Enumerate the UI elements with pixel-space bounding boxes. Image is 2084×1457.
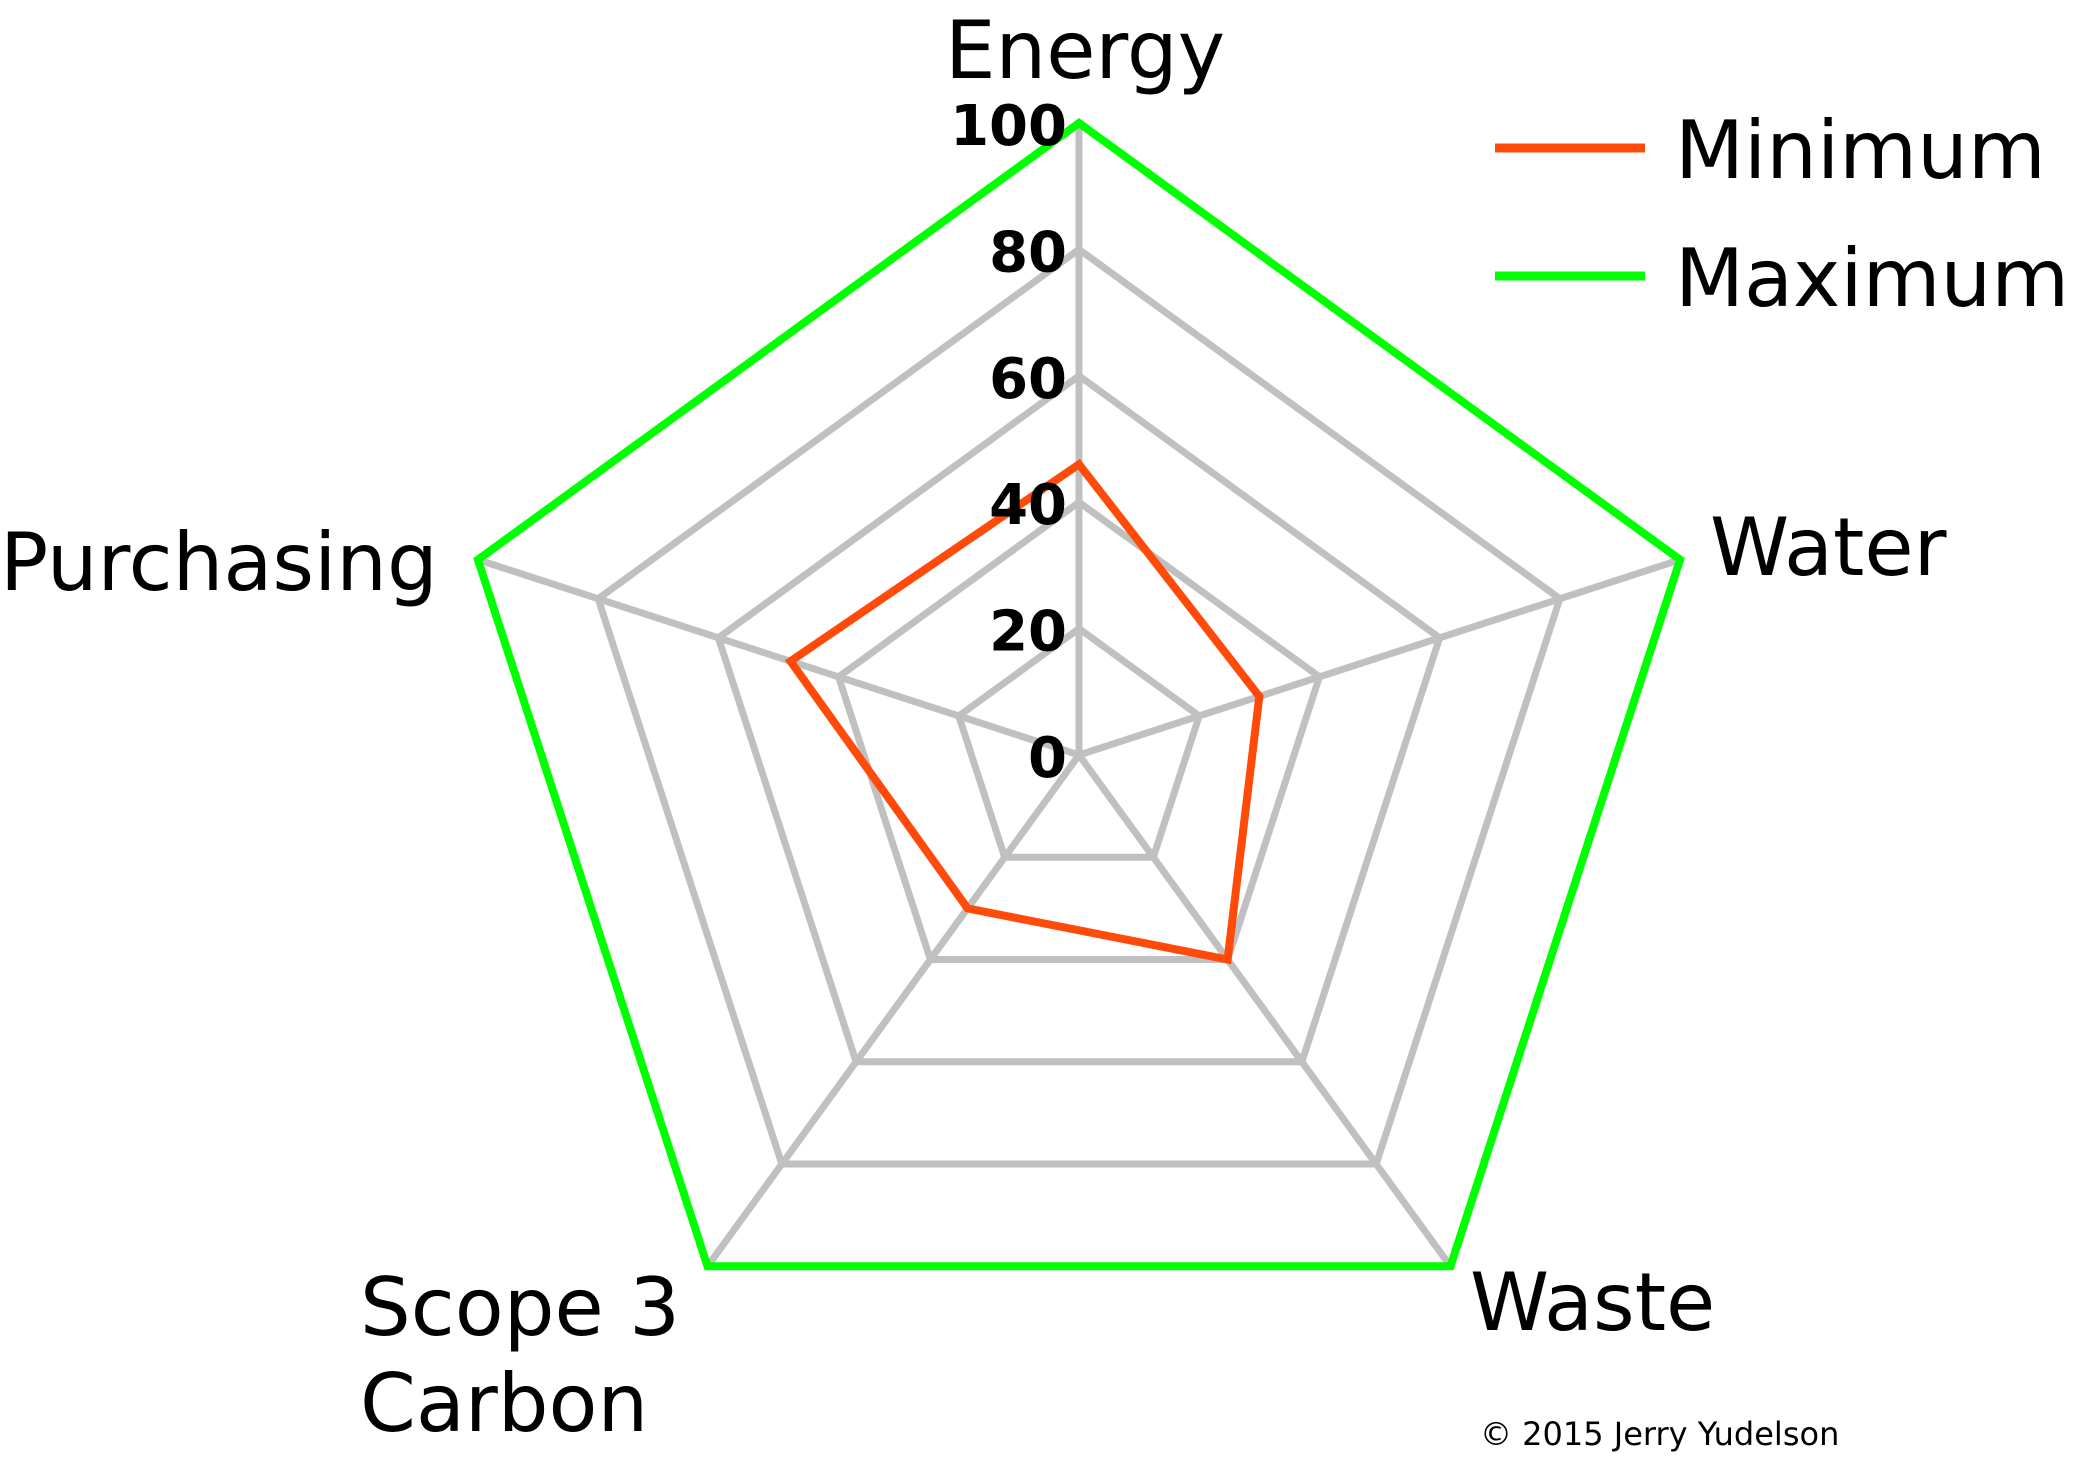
legend: Minimum Maximum [1495, 104, 2069, 325]
tick-label-80: 80 [989, 220, 1067, 285]
spoke-3 [704, 752, 1082, 1269]
grid-ring-40 [834, 497, 1324, 964]
tick-label-100: 100 [950, 94, 1067, 159]
legend-label-maximum: Maximum [1675, 232, 2069, 325]
axis-label-0: Energy [945, 4, 1225, 97]
tick-label-40: 40 [989, 473, 1067, 538]
grid-ring-80 [594, 245, 1564, 1168]
axis-labels: Energy Water Waste Scope 3 Carbon Purchasing [0, 4, 1947, 1450]
spoke-1 [1077, 556, 1682, 759]
axis-label-3: Scope 3 Carbon [360, 1261, 680, 1450]
tick-labels: 0 20 40 60 80 100 [950, 94, 1067, 791]
grid-ring-20 [954, 624, 1204, 861]
grid [473, 118, 1685, 1270]
grid-ring-60 [714, 371, 1444, 1066]
series-minimum [784, 458, 1264, 965]
tick-label-20: 20 [989, 600, 1067, 665]
legend-label-minimum: Minimum [1675, 104, 2046, 197]
tick-label-0: 0 [1028, 726, 1067, 791]
tick-label-60: 60 [989, 347, 1067, 412]
axis-label-2: Waste [1470, 1256, 1715, 1349]
copyright-text: © 2015 Jerry Yudelson [1480, 1415, 1839, 1453]
series-maximum [473, 118, 1685, 1271]
spoke-2 [1076, 752, 1454, 1269]
axis-label-1: Water [1710, 501, 1947, 594]
axis-label-4: Purchasing [0, 516, 438, 609]
series-lines [473, 118, 1685, 1271]
spoke-4 [476, 556, 1081, 759]
